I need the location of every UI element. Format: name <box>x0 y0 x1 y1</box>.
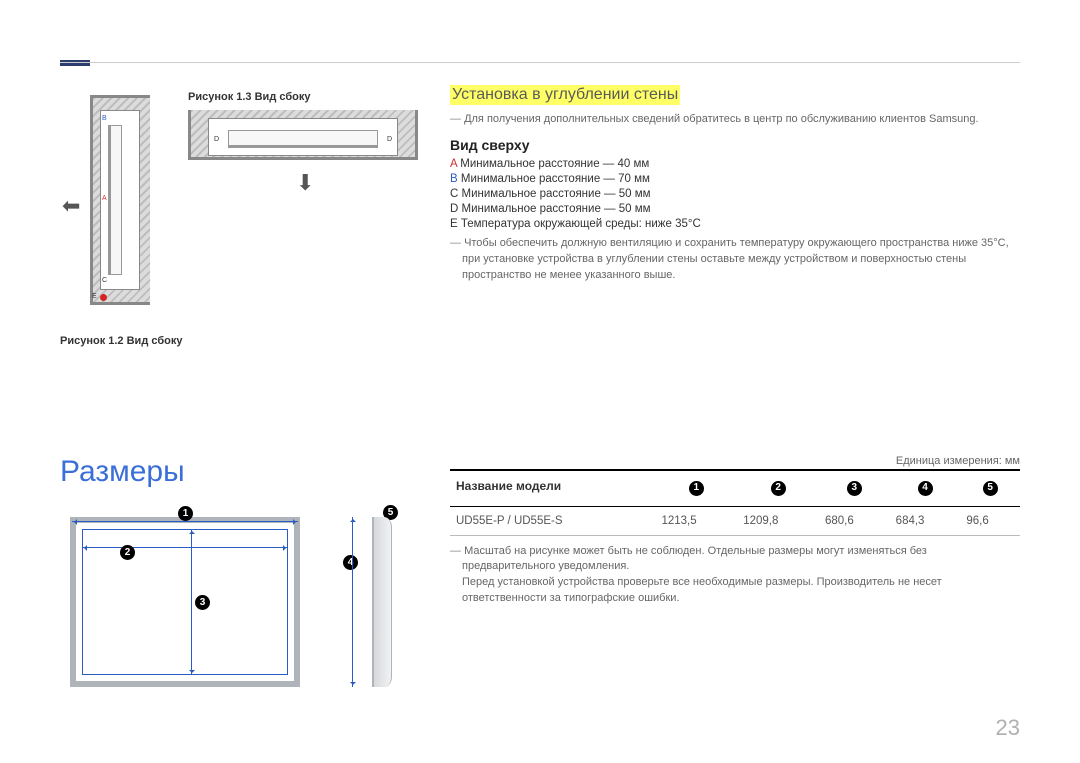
dim-marker-1: 1 <box>178 506 193 521</box>
figure-1-3-caption: Рисунок 1.3 Вид сбоку <box>188 91 310 103</box>
spec-b-text: Минимальное расстояние — 70 мм <box>461 173 650 185</box>
temp-indicator-icon <box>100 294 107 301</box>
col-3: 3 <box>819 470 890 506</box>
spec-d: D Минимальное расстояние — 50 мм <box>450 203 1020 215</box>
label-c: C <box>102 277 107 284</box>
figure-1-3-diagram: D D ⬇ <box>188 110 418 200</box>
figure-1-2-caption: Рисунок 1.2 Вид сбоку <box>60 335 182 347</box>
spec-e-text: Температура окружающей среды: ниже 35°C <box>461 218 701 230</box>
down-arrow-icon: ⬇ <box>296 170 314 196</box>
spec-e: E Температура окружающей среды: ниже 35°… <box>450 218 1020 230</box>
recess-install-heading: Установка в углублении стены <box>450 85 680 105</box>
header-accent <box>60 60 90 66</box>
label-e: E <box>92 293 97 300</box>
col-model: Название модели <box>450 470 655 506</box>
dimensions-footnote-1: Масштаб на рисунке может быть не соблюде… <box>462 544 1020 608</box>
contact-note: Для получения дополнительных сведений об… <box>450 113 1020 125</box>
dimensions-heading: Размеры <box>60 455 185 489</box>
letter-c: C <box>450 188 458 200</box>
page-number: 23 <box>996 715 1020 741</box>
ventilation-footnote: Чтобы обеспечить должную вентиляцию и со… <box>462 236 1020 284</box>
unit-note: Единица измерения: мм <box>450 455 1020 467</box>
label-b: B <box>102 115 107 122</box>
label-d: D <box>214 136 219 143</box>
cell-d1: 1213,5 <box>655 506 737 535</box>
letter-d: D <box>450 203 458 215</box>
table-row: UD55E-P / UD55E-S 1213,5 1209,8 680,6 68… <box>450 506 1020 535</box>
figure-1-2-diagram: ⬅ B A C E <box>60 95 150 325</box>
dim-marker-2: 2 <box>120 545 135 560</box>
cell-d4: 684,3 <box>890 506 961 535</box>
dimensions-diagram: 1 2 3 4 5 <box>60 505 400 705</box>
letter-a: A <box>450 158 457 170</box>
spec-a-text: Минимальное расстояние — 40 мм <box>460 158 649 170</box>
spec-a: A Минимальное расстояние — 40 мм <box>450 158 1020 170</box>
left-arrow-icon: ⬅ <box>62 193 80 219</box>
col-2: 2 <box>737 470 819 506</box>
letter-e: E <box>450 218 458 230</box>
letter-b: B <box>450 173 458 185</box>
dim-marker-4: 4 <box>343 555 358 570</box>
top-view-heading: Вид сверху <box>450 137 1020 153</box>
col-1: 1 <box>655 470 737 506</box>
header-rule <box>60 62 1020 63</box>
cell-d3: 680,6 <box>819 506 890 535</box>
dim-marker-3: 3 <box>195 595 210 610</box>
spec-d-text: Минимальное расстояние — 50 мм <box>462 203 651 215</box>
spec-b: B Минимальное расстояние — 70 мм <box>450 173 1020 185</box>
cell-d5: 96,6 <box>960 506 1020 535</box>
spec-c: C Минимальное расстояние — 50 мм <box>450 188 1020 200</box>
spec-c-text: Минимальное расстояние — 50 мм <box>462 188 651 200</box>
cell-model: UD55E-P / UD55E-S <box>450 506 655 535</box>
label-a: A <box>102 195 107 202</box>
col-4: 4 <box>890 470 961 506</box>
label-d: D <box>387 136 392 143</box>
dimensions-table: Название модели 1 2 3 4 5 UD55E-P / UD55… <box>450 469 1020 536</box>
col-5: 5 <box>960 470 1020 506</box>
cell-d2: 1209,8 <box>737 506 819 535</box>
